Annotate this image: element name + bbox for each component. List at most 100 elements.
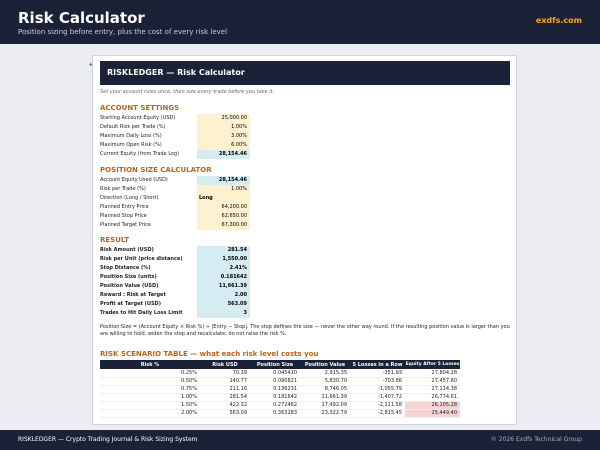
table-header-row: Risk % Risk USD Position Size Position V…: [100, 360, 460, 369]
footer-bar: RISKLEDGER — Crypto Trading Journal & Ri…: [0, 430, 600, 450]
result-row: Reward : Risk at Target 2.00: [100, 291, 250, 300]
table-row: 1.50% 422.32 0.272462 17,492.09 -2,111.58 26,…: [100, 401, 460, 410]
table-cell: 2.00%: [100, 409, 200, 418]
table-row: 2.00% 563.09 0.363283 23,322.79 -2,815.45 25,…: [100, 409, 460, 418]
position-row: Risk per Trade (%) 1.00%: [100, 185, 250, 194]
position-row: Planned Entry Price 64,200.00: [100, 203, 250, 212]
table-cell: 1.50%: [100, 401, 200, 410]
account-settings-rows: Starting Account Equity (USD) 25,000.00 D…: [100, 114, 250, 159]
row-value: 28,154.46: [197, 176, 250, 185]
table-row: 0.25% 70.39 0.045410 2,915.35 -351.93 27,804.…: [100, 369, 460, 378]
row-value[interactable]: Long: [197, 194, 250, 203]
account-row: Maximum Open Risk (%) 6.00%: [100, 141, 250, 150]
row-label: Stop Distance (%): [100, 265, 151, 271]
row-value: 1,550.00: [197, 255, 250, 264]
row-label: Risk per Unit (price distance): [100, 256, 183, 262]
position-row: Planned Stop Price 62,650.00: [100, 212, 250, 221]
table-cell: 0.181642: [250, 393, 300, 402]
column-header: Position Size: [250, 360, 300, 369]
footer-copyright: © 2026 Exdfs Technical Group: [490, 436, 582, 443]
table-cell: 422.32: [200, 401, 250, 410]
table-cell: 26,774.61: [405, 393, 460, 402]
column-header: Risk USD: [200, 360, 250, 369]
spreadsheet-preview: RISKLEDGER — Risk Calculator Set your ac…: [92, 55, 517, 425]
table-cell: 140.77: [200, 377, 250, 386]
row-value: 0.181642: [197, 273, 250, 282]
row-value[interactable]: 3.00%: [197, 132, 250, 141]
row-value: 2.41%: [197, 264, 250, 273]
row-value: 563.09: [197, 300, 250, 309]
row-value: 2.00: [197, 291, 250, 300]
table-cell: 5,830.70: [300, 377, 350, 386]
table-cell: 27,114.38: [405, 385, 460, 394]
table-cell: 17,492.09: [300, 401, 350, 410]
page-subtitle: Position sizing before entry, plus the c…: [18, 28, 228, 36]
result-row: Position Size (units) 0.181642: [100, 273, 250, 282]
result-row: Risk Amount (USD) 281.54: [100, 246, 250, 255]
page-title: Risk Calculator: [18, 9, 145, 27]
table-row: 0.75% 211.16 0.136231 8,746.05 -1,055.79 27,1…: [100, 385, 460, 394]
position-size-rows: Account Equity Used (USD) 28,154.46 Risk …: [100, 176, 250, 230]
table-cell: 0.090821: [250, 377, 300, 386]
row-value[interactable]: 1.00%: [197, 185, 250, 194]
column-header: Position Value: [300, 360, 350, 369]
table-row: 1.00% 281.54 0.181642 11,661.39 -1,407.72 26,…: [100, 393, 460, 402]
table-cell: 281.54: [200, 393, 250, 402]
section-title-position: POSITION SIZE CALCULATOR: [100, 166, 212, 174]
table-cell: 0.136231: [250, 385, 300, 394]
row-label: Maximum Open Risk (%): [100, 142, 162, 148]
table-cell: 563.09: [200, 409, 250, 418]
top-bar: Risk Calculator Position sizing before e…: [0, 0, 600, 44]
brand-link[interactable]: exdfs.com: [535, 16, 582, 25]
account-row: Current Equity (from Trade Log) 28,154.46: [100, 150, 250, 159]
row-label: Account Equity Used (USD): [100, 177, 168, 183]
row-value[interactable]: 25,000.00: [197, 114, 250, 123]
table-cell: 23,322.79: [300, 409, 350, 418]
section-title-account: ACCOUNT SETTINGS: [100, 104, 180, 112]
row-label: Planned Stop Price: [100, 213, 147, 219]
table-cell: 0.363283: [250, 409, 300, 418]
row-value[interactable]: 6.00%: [197, 141, 250, 150]
position-row: Direction (Long / Short) Long: [100, 194, 250, 203]
row-value: 11,661.39: [197, 282, 250, 291]
table-cell: -1,055.79: [350, 385, 405, 394]
account-row: Maximum Daily Loss (%) 3.00%: [100, 132, 250, 141]
table-cell: 2,915.35: [300, 369, 350, 378]
table-cell: 211.16: [200, 385, 250, 394]
result-row: Position Value (USD) 11,661.39: [100, 282, 250, 291]
account-row: Default Risk per Trade (%) 1.00%: [100, 123, 250, 132]
table-cell: 25,449.40: [405, 409, 460, 418]
row-label: Starting Account Equity (USD): [100, 115, 176, 121]
table-row: 0.50% 140.77 0.090821 5,830.70 -703.86 27,457…: [100, 377, 460, 386]
row-value: 28,154.46: [197, 150, 250, 159]
table-cell: 0.272462: [250, 401, 300, 410]
row-value[interactable]: 64,200.00: [197, 203, 250, 212]
table-cell: 0.50%: [100, 377, 200, 386]
result-row: Profit at Target (USD) 563.09: [100, 300, 250, 309]
row-label: Position Size (units): [100, 274, 157, 280]
row-value[interactable]: 62,650.00: [197, 212, 250, 221]
row-label: Risk Amount (USD): [100, 247, 154, 253]
row-label: Planned Target Price: [100, 222, 151, 228]
table-cell: 26,105.28: [405, 401, 460, 410]
row-value[interactable]: 67,300.00: [197, 221, 250, 230]
column-header: 5 Losses in a Row: [350, 360, 405, 369]
position-row: Planned Target Price 67,300.00: [100, 221, 250, 230]
table-cell: 1.00%: [100, 393, 200, 402]
position-row: Account Equity Used (USD) 28,154.46: [100, 176, 250, 185]
table-cell: 27,804.28: [405, 369, 460, 378]
scenario-table: Risk % Risk USD Position Size Position V…: [100, 360, 460, 418]
table-cell: 27,457.60: [405, 377, 460, 386]
table-cell: -351.93: [350, 369, 405, 378]
row-label: Reward : Risk at Target: [100, 292, 166, 298]
row-value[interactable]: 1.00%: [197, 123, 250, 132]
row-value: 281.54: [197, 246, 250, 255]
column-header: Equity After 5 Losses: [405, 360, 460, 369]
result-row: Risk per Unit (price distance) 1,550.00: [100, 255, 250, 264]
result-row: Stop Distance (%) 2.41%: [100, 264, 250, 273]
row-label: Position Value (USD): [100, 283, 159, 289]
table-cell: -2,815.45: [350, 409, 405, 418]
row-value: 3: [197, 309, 250, 318]
table-cell: -703.86: [350, 377, 405, 386]
account-row: Starting Account Equity (USD) 25,000.00: [100, 114, 250, 123]
